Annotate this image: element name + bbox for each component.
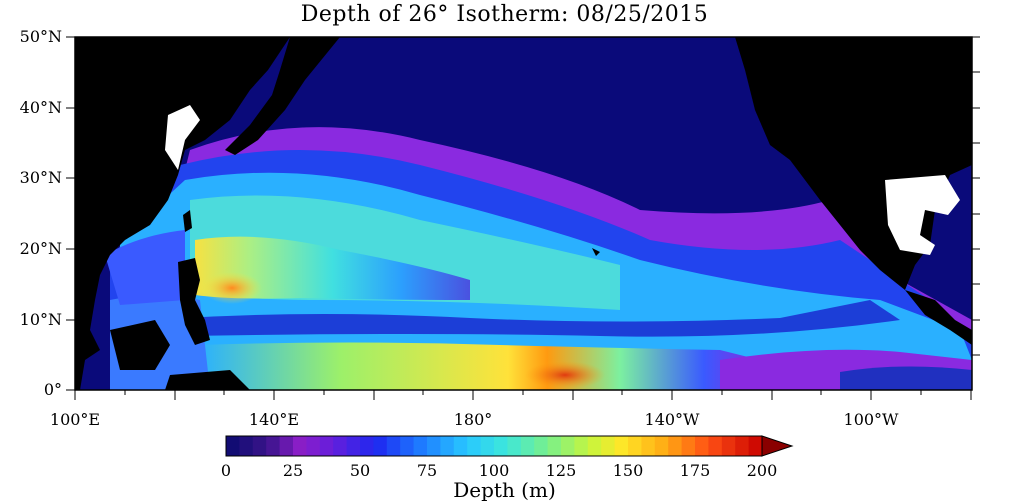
philippines-land <box>178 258 210 345</box>
colorbar-label-50: 50 <box>349 461 371 480</box>
colorbar-cell <box>226 436 240 456</box>
colorbar-cell <box>507 436 522 456</box>
colorbar-cell <box>427 436 441 456</box>
colorbar-cell <box>735 436 750 456</box>
lat-label-20n: 20°N <box>19 239 62 258</box>
masked-areas <box>165 105 960 255</box>
new-guinea-land <box>165 370 250 390</box>
lat-label-50n: 50°N <box>19 27 62 46</box>
colorbar-cell <box>279 436 294 456</box>
colorbar-cell <box>708 436 723 456</box>
colorbar-cell <box>373 436 388 456</box>
lat-label-40n: 40°N <box>19 98 62 117</box>
colorbar-cell <box>547 436 562 456</box>
colorbar-cell <box>561 436 575 456</box>
colorbar-cell <box>641 436 656 456</box>
colorbar-cell <box>520 436 535 456</box>
colorbar-cell <box>333 436 348 456</box>
colorbar-cell <box>440 436 455 456</box>
colorbar-cell <box>614 436 629 456</box>
lon-label-100w: 100°W <box>843 410 899 429</box>
colorbar-cell <box>721 436 736 456</box>
central-america-land <box>905 290 972 345</box>
lon-label-100e: 100°E <box>49 410 101 429</box>
colorbar-label-75: 75 <box>416 461 438 480</box>
hawaii-land <box>592 248 600 256</box>
colorbar-cell <box>654 436 669 456</box>
colorbar-cell <box>453 436 468 456</box>
colorbar-title: Depth (m) <box>453 478 556 502</box>
colorbar-cells <box>226 436 763 456</box>
colorbar-cell <box>628 436 642 456</box>
asia-land <box>75 37 290 390</box>
lat-label-0: 0° <box>43 380 62 399</box>
gulf-of-mexico-mask <box>885 175 960 255</box>
colorbar-label-200: 200 <box>746 461 778 480</box>
colorbar-label-25: 25 <box>282 461 304 480</box>
colorbar-cell <box>534 436 549 456</box>
lat-label-30n: 30°N <box>19 168 62 187</box>
colorbar-cell <box>494 436 508 456</box>
colorbar-cell <box>681 436 696 456</box>
colorbar-label-0: 0 <box>220 461 232 480</box>
axis-ticks <box>66 36 980 400</box>
colorbar-cell <box>293 436 307 456</box>
yellow-sea-mask <box>165 105 200 170</box>
colorbar-cell <box>252 436 267 456</box>
lon-label-180: 180° <box>453 410 493 429</box>
lat-label-10n: 10°N <box>19 310 62 329</box>
colorbar-cell <box>239 436 254 456</box>
lon-label-140w: 140°W <box>644 410 700 429</box>
colorbar-label-100: 100 <box>478 461 510 480</box>
taiwan-land <box>183 210 192 232</box>
lon-label-140e: 140°E <box>248 410 300 429</box>
colorbar-cell <box>319 436 334 456</box>
colorbar-cell <box>360 436 374 456</box>
colorbar-cell <box>346 436 361 456</box>
colorbar-cell <box>480 436 495 456</box>
colorbar-label-125: 125 <box>545 461 577 480</box>
colorbar-label-175: 175 <box>679 461 711 480</box>
colorbar-cell <box>306 436 321 456</box>
colorbar-cell <box>386 436 401 456</box>
borneo-land <box>110 320 170 370</box>
colorbar-cell <box>413 436 428 456</box>
colorbar-cell <box>467 436 482 456</box>
colorbar-cell <box>266 436 281 456</box>
map-area <box>74 36 973 391</box>
colorbar-cell <box>748 436 763 456</box>
colorbar-cell <box>668 436 683 456</box>
colorbar-cell <box>695 436 709 456</box>
colorbar-cell <box>587 436 602 456</box>
colorbar-overflow-arrow <box>761 435 794 457</box>
colorbar-cell <box>601 436 616 456</box>
colorbar-cell <box>574 436 589 456</box>
colorbar-frame <box>225 435 763 457</box>
japan-land <box>225 37 340 155</box>
colorbar-cell <box>400 436 415 456</box>
map-title: Depth of 26° Isotherm: 08/25/2015 <box>300 2 709 27</box>
colorbar <box>225 435 794 457</box>
colorbar-label-150: 150 <box>612 461 644 480</box>
